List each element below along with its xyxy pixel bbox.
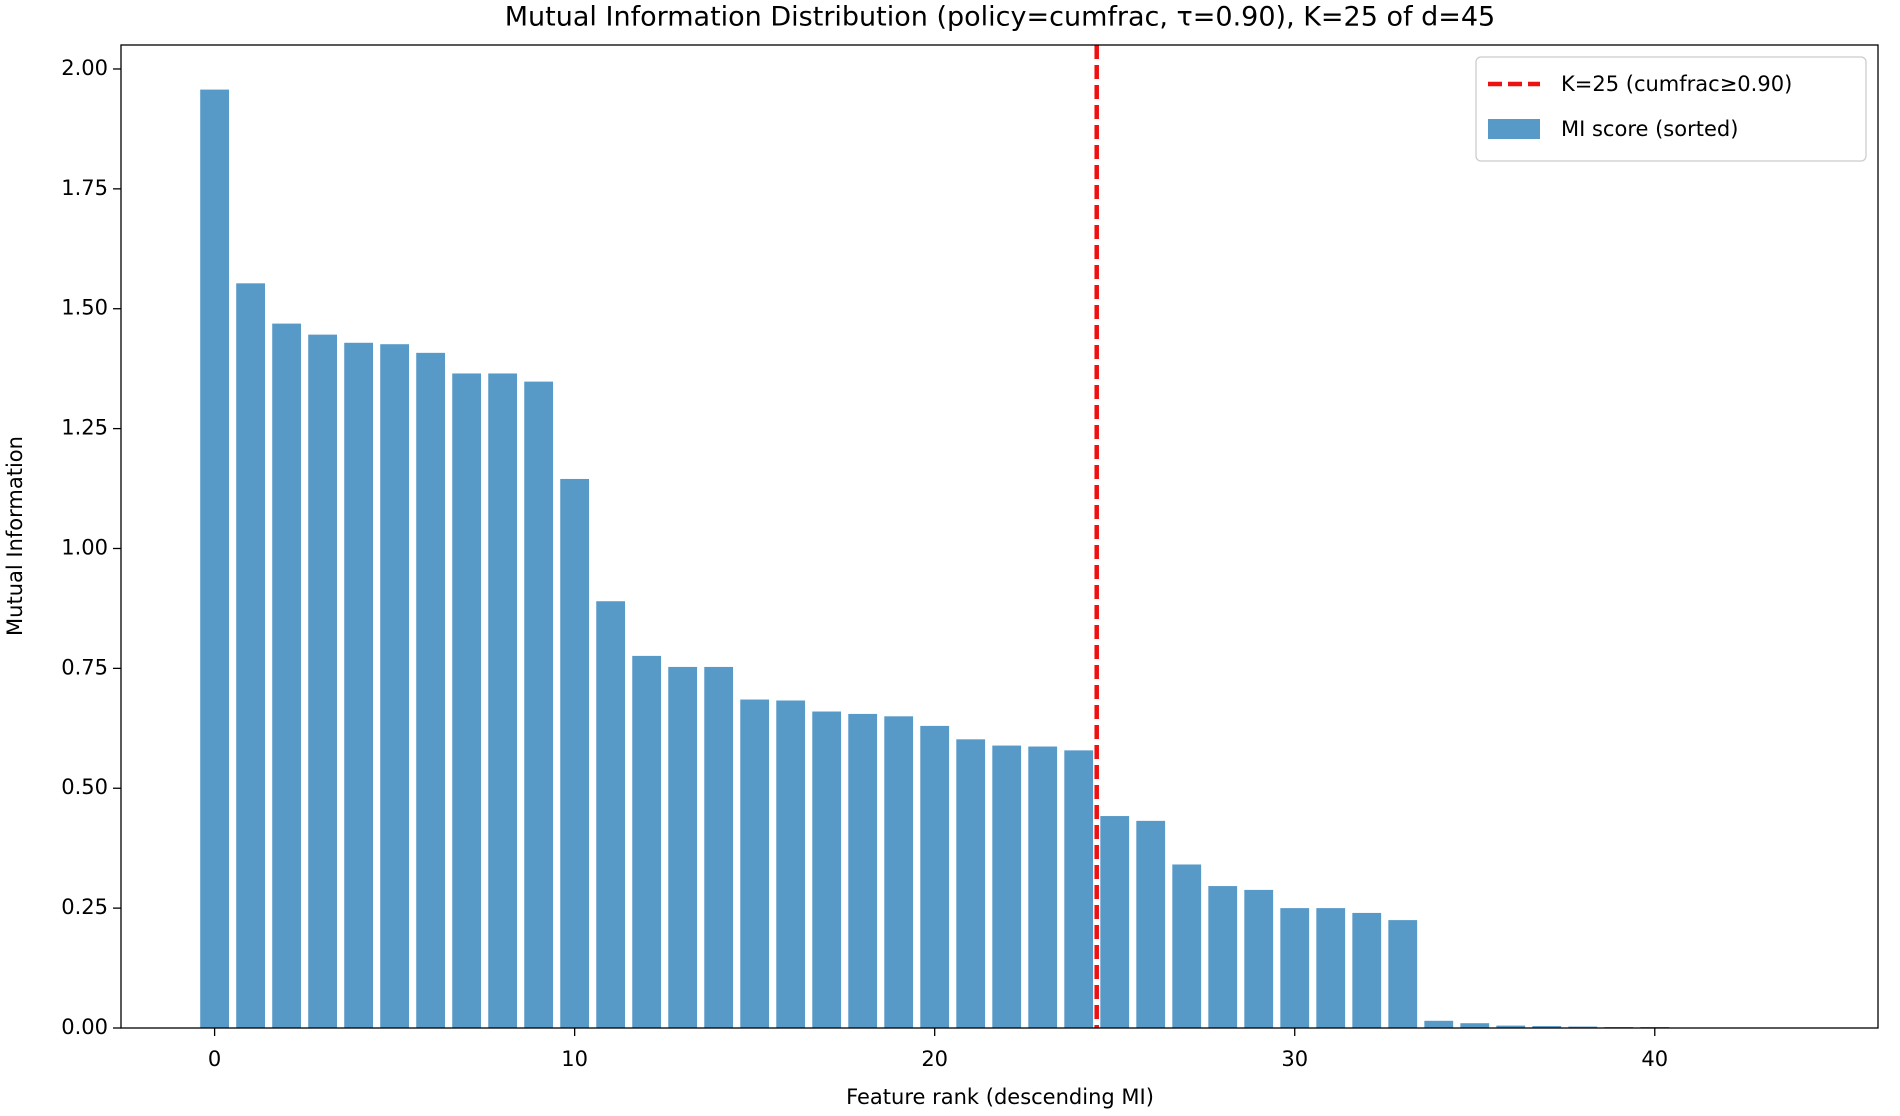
legend-swatch xyxy=(1488,119,1540,139)
x-tick-label: 10 xyxy=(561,1047,588,1071)
bar xyxy=(308,334,338,1028)
bar xyxy=(1100,816,1130,1028)
bar xyxy=(488,373,518,1029)
bar xyxy=(668,666,698,1028)
bar xyxy=(1316,908,1346,1028)
bar xyxy=(812,711,842,1028)
bar xyxy=(596,601,626,1028)
legend: K=25 (cumfrac≥0.90) MI score (sorted) xyxy=(1475,56,1867,162)
bar xyxy=(1532,1026,1562,1028)
bar xyxy=(416,352,446,1029)
bar xyxy=(1460,1023,1490,1028)
plot-frame xyxy=(120,44,1879,1029)
bar xyxy=(236,283,266,1028)
bar xyxy=(1424,1020,1454,1028)
x-tick-label: 40 xyxy=(1641,1047,1668,1071)
legend-text: K=25 (cumfrac≥0.90) xyxy=(1561,72,1792,96)
chart-title: Mutual Information Distribution (policy=… xyxy=(505,2,1495,33)
bar xyxy=(1244,889,1274,1028)
y-tick-label: 1.00 xyxy=(61,535,108,559)
x-tick-label: 30 xyxy=(1281,1047,1308,1071)
bar xyxy=(380,344,410,1029)
bar xyxy=(452,373,482,1029)
bar xyxy=(740,699,770,1028)
bar xyxy=(1388,920,1418,1028)
bar xyxy=(704,666,734,1028)
x-axis-label: Feature rank (descending MI) xyxy=(846,1085,1154,1109)
bar xyxy=(1136,820,1166,1028)
bar xyxy=(1028,746,1058,1028)
bar xyxy=(1568,1026,1598,1028)
y-tick-label: 0.50 xyxy=(61,775,108,799)
bar xyxy=(1064,750,1094,1028)
bar xyxy=(920,725,950,1028)
bar xyxy=(1280,908,1310,1028)
bar xyxy=(1496,1025,1526,1028)
bar xyxy=(272,323,302,1029)
bar xyxy=(1208,886,1238,1028)
y-tick-label: 2.00 xyxy=(61,56,108,80)
bar xyxy=(524,381,554,1028)
y-tick-label: 1.50 xyxy=(61,296,108,320)
legend-box xyxy=(1475,56,1867,162)
bar xyxy=(848,713,878,1028)
y-tick-label: 0.00 xyxy=(61,1015,108,1039)
bar xyxy=(632,655,662,1028)
y-tick-label: 1.75 xyxy=(61,176,108,200)
bar xyxy=(956,739,986,1028)
bar xyxy=(200,89,230,1029)
bar xyxy=(992,745,1022,1028)
bar xyxy=(884,716,914,1028)
x-tick-label: 20 xyxy=(921,1047,948,1071)
bar xyxy=(1352,912,1382,1028)
bar xyxy=(776,700,806,1028)
bar xyxy=(344,342,374,1028)
bar xyxy=(560,478,590,1029)
y-tick-label: 0.75 xyxy=(61,655,108,679)
y-axis-label: Mutual Information xyxy=(3,436,27,636)
y-tick-label: 1.25 xyxy=(61,416,108,440)
bar xyxy=(1172,864,1202,1028)
x-tick-label: 0 xyxy=(208,1047,221,1071)
legend-text: MI score (sorted) xyxy=(1561,117,1738,141)
y-tick-label: 0.25 xyxy=(61,895,108,919)
